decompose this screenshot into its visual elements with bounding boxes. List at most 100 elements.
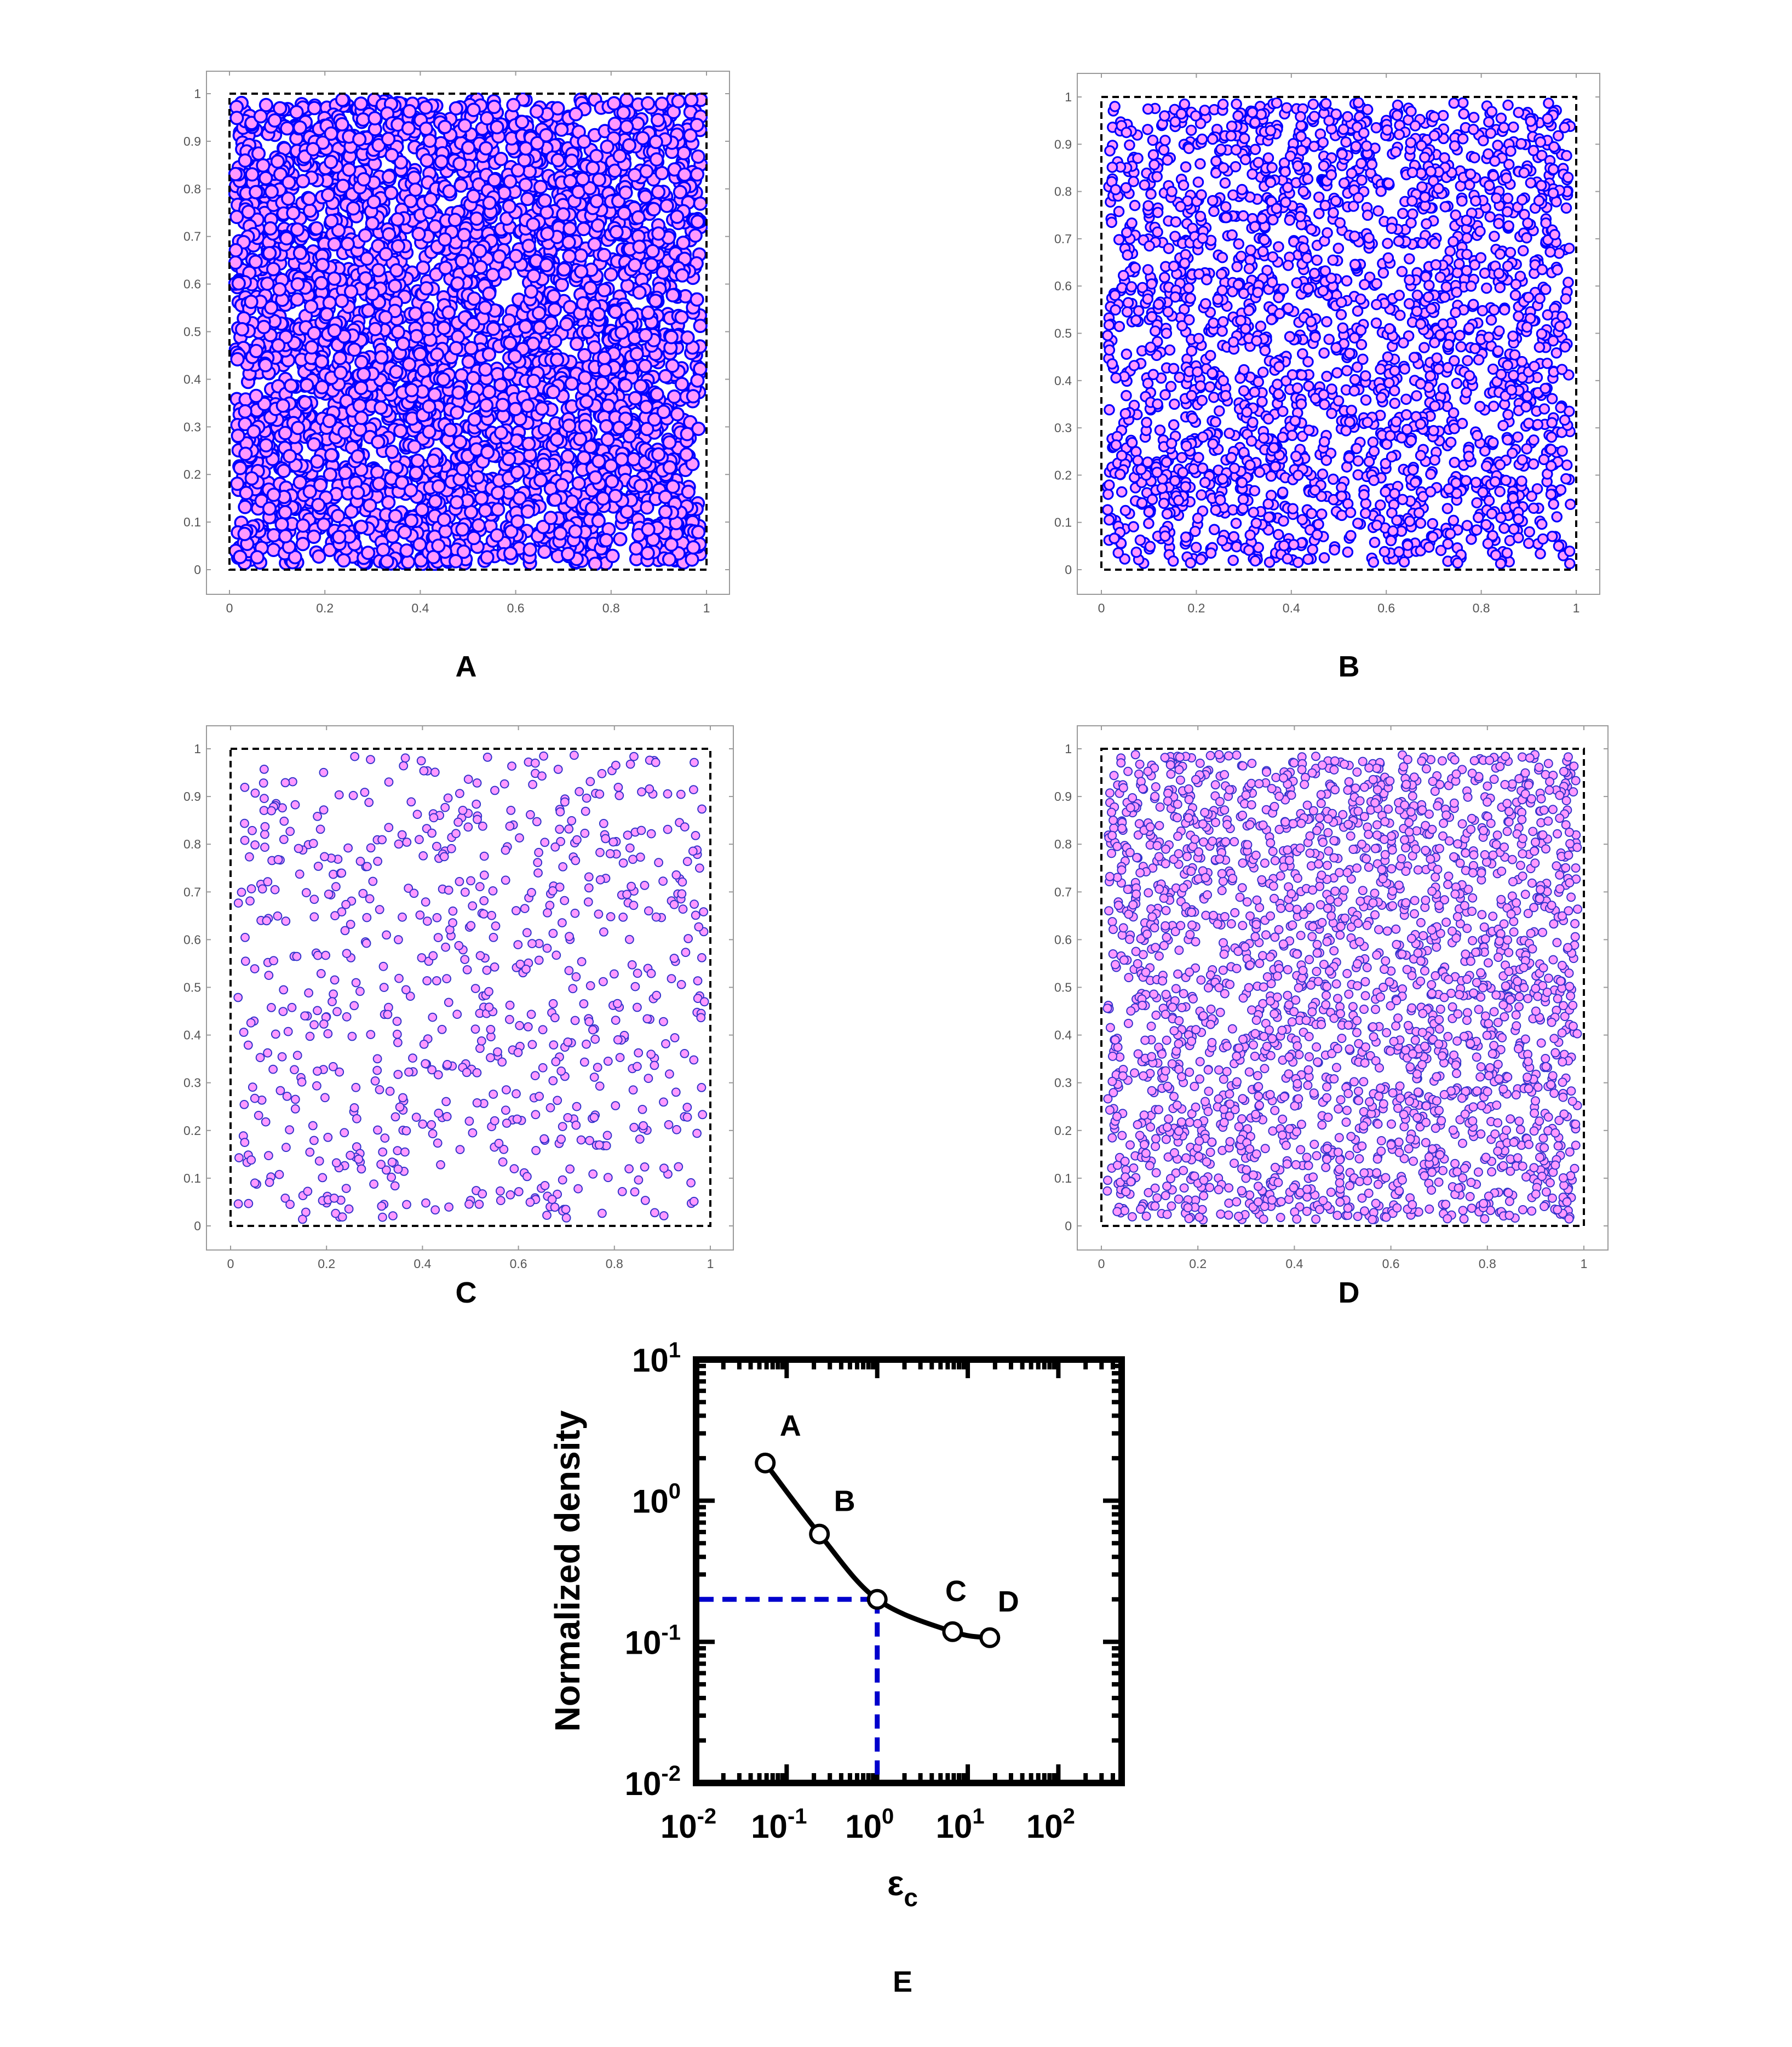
particle [609,225,624,239]
particle [384,444,399,459]
particle [322,414,337,428]
particle [233,549,248,564]
particle [503,336,518,351]
particle [633,478,648,494]
particle [342,162,357,177]
particle [1449,355,1460,366]
particle [1502,192,1514,204]
particle [1485,314,1497,326]
particle [1142,124,1153,135]
particle [1369,536,1381,548]
particle [292,120,307,135]
particle [346,201,361,216]
particle [515,114,530,129]
particle [245,167,260,182]
particle [358,228,373,243]
particle [667,389,682,404]
particle [607,117,622,131]
particle [1370,122,1382,134]
x-tick-label: 0.2 [316,601,334,615]
particle [673,185,687,199]
particle [587,237,602,252]
particle [408,306,423,321]
particle [367,111,382,125]
particle [237,526,252,541]
particle [517,153,532,168]
particle [1487,530,1498,542]
x-tick-label: 0 [226,601,233,615]
particle [547,302,562,317]
particle [290,292,305,307]
particle [549,432,564,447]
particle [461,140,476,155]
particle [1411,289,1423,301]
particle [680,330,695,345]
particle [438,119,452,134]
particle [1359,279,1370,290]
particle [503,174,518,189]
particle [319,307,334,322]
particle [351,485,365,500]
particle [1469,259,1480,271]
particle [1406,208,1418,220]
particles [1101,97,1576,570]
particle [582,181,597,196]
particle [1342,546,1354,558]
particle [249,388,263,403]
y-tick-label: 0.9 [183,134,201,148]
particle [313,478,328,492]
particle [497,266,512,281]
particle [447,213,463,227]
particle [1159,272,1170,283]
particle [662,460,677,475]
particle [370,465,385,480]
particle [559,317,574,331]
particle [578,419,593,434]
particle [382,227,397,242]
particle [1481,282,1492,294]
particle [238,416,252,432]
particle [380,554,394,569]
particle [289,105,304,119]
particle [533,473,548,488]
particle [1448,514,1460,526]
particle [1208,524,1220,535]
particle [1176,452,1188,463]
particle [648,294,663,308]
particle [230,476,245,491]
particle [263,221,278,236]
particle [1462,355,1473,366]
particle [354,519,369,534]
particle [1398,556,1410,568]
particle [639,164,654,179]
particle [230,352,245,367]
particle [264,300,279,315]
particle [690,214,705,229]
particle [412,537,427,552]
particle [1255,320,1267,332]
particle [677,167,692,182]
particle [449,495,464,510]
particle [315,135,330,150]
particle [562,249,577,264]
particle [1367,436,1379,448]
particle [1389,397,1400,409]
particle [259,171,273,186]
particle [451,385,466,400]
particle [693,196,708,211]
particle [365,216,380,231]
particle [1457,133,1469,145]
particle [1494,485,1506,497]
particle [228,243,243,258]
particle [648,135,663,150]
particle [250,550,265,565]
particle [429,347,445,362]
particle [512,491,527,506]
particle [1495,558,1507,570]
particle [314,354,329,369]
particle [665,479,680,494]
particle [608,305,623,319]
particle [453,178,468,193]
particle [473,244,487,259]
particle [1143,506,1155,518]
